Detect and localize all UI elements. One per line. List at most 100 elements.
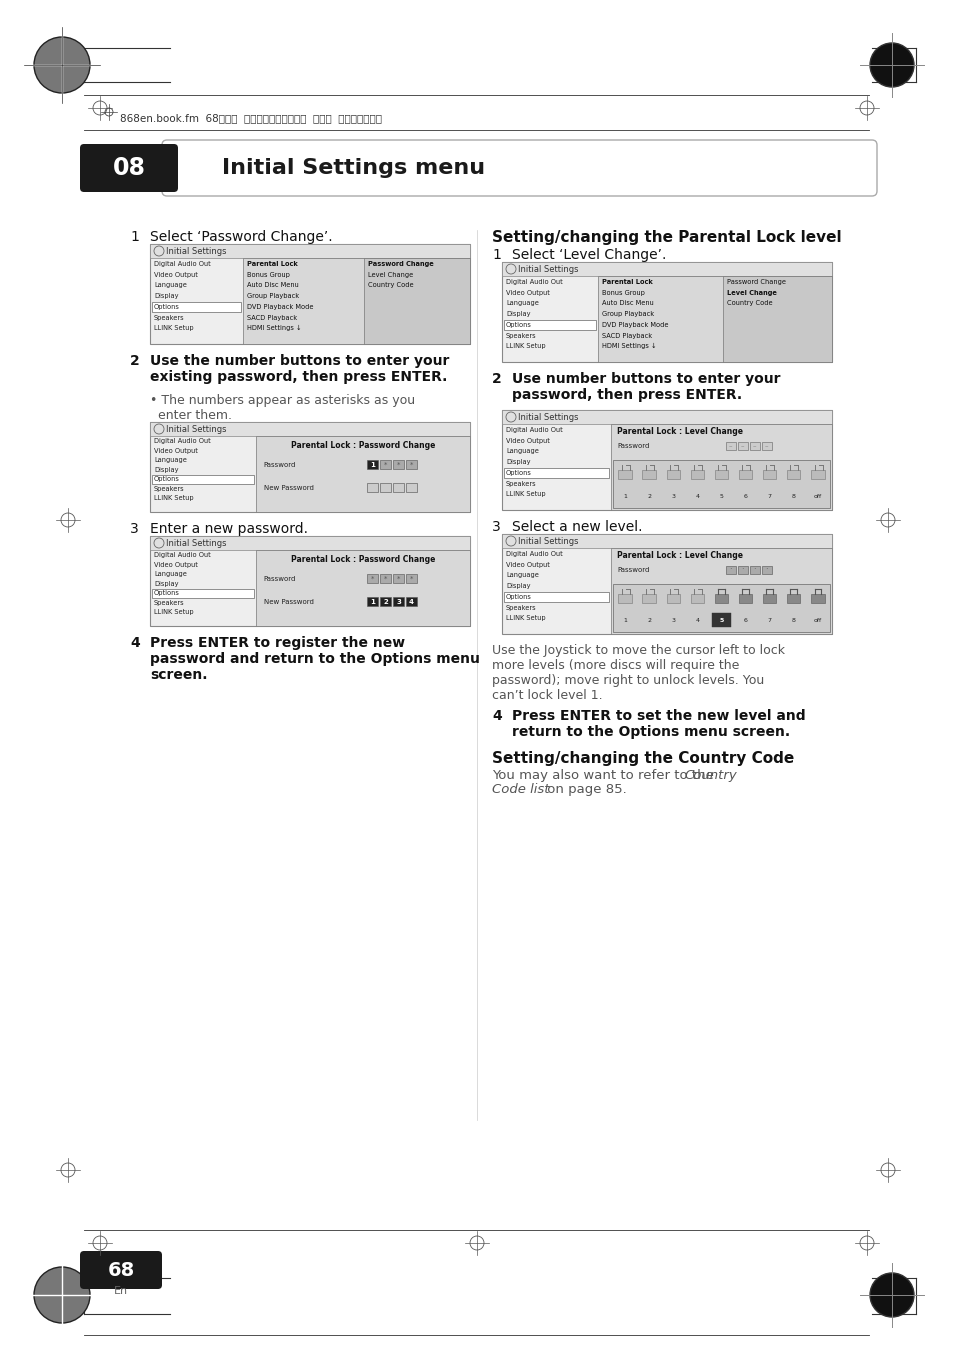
Text: Options: Options xyxy=(153,590,180,596)
Text: *: * xyxy=(410,462,413,467)
Text: Initial Settings: Initial Settings xyxy=(166,246,226,255)
Bar xyxy=(739,470,751,478)
Text: 2: 2 xyxy=(492,372,501,386)
Text: Display: Display xyxy=(153,581,178,586)
Bar xyxy=(152,589,253,597)
Bar xyxy=(364,258,470,345)
Text: Press ENTER to set the new level and
return to the Options menu screen.: Press ENTER to set the new level and ret… xyxy=(512,709,804,739)
Text: 3: 3 xyxy=(492,520,500,534)
Bar xyxy=(714,470,727,478)
Text: Language: Language xyxy=(505,449,538,454)
Text: Level Change: Level Change xyxy=(726,289,776,296)
Text: Language: Language xyxy=(153,571,187,577)
Text: Select ‘Password Change’.: Select ‘Password Change’. xyxy=(150,230,333,245)
Text: Display: Display xyxy=(505,311,530,317)
Text: LLINK Setup: LLINK Setup xyxy=(153,609,193,615)
Text: Display: Display xyxy=(505,584,530,589)
Text: *: * xyxy=(371,576,374,582)
Bar xyxy=(379,461,391,469)
Text: Password: Password xyxy=(617,567,649,573)
Bar xyxy=(393,574,404,584)
Text: off: off xyxy=(813,493,821,499)
Text: LLINK Setup: LLINK Setup xyxy=(505,616,545,621)
Text: 5: 5 xyxy=(719,493,722,499)
Text: 8: 8 xyxy=(791,617,795,623)
FancyBboxPatch shape xyxy=(80,1251,162,1289)
Bar xyxy=(598,276,831,362)
Text: 2: 2 xyxy=(646,493,650,499)
Bar xyxy=(618,470,631,478)
Text: Setting/changing the Country Code: Setting/changing the Country Code xyxy=(492,751,794,766)
Text: Speakers: Speakers xyxy=(505,605,536,611)
Text: Digital Audio Out: Digital Audio Out xyxy=(505,427,562,432)
Text: 2: 2 xyxy=(646,617,650,623)
Text: *: * xyxy=(383,462,387,467)
Text: Initial Settings menu: Initial Settings menu xyxy=(222,158,485,178)
Text: –: – xyxy=(752,443,756,449)
Text: SACD Playback: SACD Playback xyxy=(601,332,651,339)
Text: Options: Options xyxy=(153,304,180,309)
Text: Speakers: Speakers xyxy=(505,481,536,486)
Text: Parental Lock : Level Change: Parental Lock : Level Change xyxy=(617,427,742,436)
Text: Video Output: Video Output xyxy=(153,562,197,567)
Text: 68: 68 xyxy=(108,1260,134,1279)
Bar xyxy=(749,442,760,450)
Text: Enter a new password.: Enter a new password. xyxy=(150,521,308,536)
Text: Digital Audio Out: Digital Audio Out xyxy=(153,438,211,444)
Text: 7: 7 xyxy=(767,617,771,623)
Bar xyxy=(612,584,829,632)
Bar xyxy=(379,597,391,607)
Bar xyxy=(255,550,470,626)
Text: Select ‘Level Change’.: Select ‘Level Change’. xyxy=(512,249,666,262)
Text: Bonus Group: Bonus Group xyxy=(601,289,644,296)
Text: Display: Display xyxy=(505,459,530,465)
Bar xyxy=(725,442,735,450)
Bar xyxy=(501,409,831,509)
Bar xyxy=(762,470,776,478)
FancyBboxPatch shape xyxy=(162,141,876,196)
Text: Group Playback: Group Playback xyxy=(601,311,653,317)
Bar xyxy=(810,594,823,603)
Text: Parental Lock : Password Change: Parental Lock : Password Change xyxy=(291,555,435,563)
Text: Password Change: Password Change xyxy=(368,261,434,267)
Text: Display: Display xyxy=(153,466,178,473)
Text: *: * xyxy=(396,462,400,467)
Text: Video Output: Video Output xyxy=(505,438,549,443)
Bar xyxy=(150,536,470,550)
Bar xyxy=(501,409,831,424)
Text: Use the number buttons to enter your
existing password, then press ENTER.: Use the number buttons to enter your exi… xyxy=(150,354,449,384)
Text: Press ENTER to register the new
password and return to the Options menu
screen.: Press ENTER to register the new password… xyxy=(150,636,479,682)
Text: 868en.book.fm  68ページ  ２００３年８月１９日  火曜日  午前９時３０分: 868en.book.fm 68ページ ２００３年８月１９日 火曜日 午前９時３… xyxy=(120,113,381,123)
Text: Country Code: Country Code xyxy=(726,300,772,307)
Text: 3: 3 xyxy=(671,617,675,623)
Text: 5: 5 xyxy=(719,617,723,623)
Bar xyxy=(393,461,404,469)
Text: –: – xyxy=(740,443,744,449)
Text: En: En xyxy=(113,1286,128,1296)
Bar xyxy=(690,470,703,478)
Bar xyxy=(152,303,240,312)
Bar xyxy=(690,594,703,603)
Text: *: * xyxy=(410,576,413,582)
Bar xyxy=(367,597,377,607)
Text: Video Output: Video Output xyxy=(153,447,197,454)
Text: 6: 6 xyxy=(742,493,747,499)
Bar xyxy=(762,594,776,603)
Bar xyxy=(737,566,747,574)
Bar xyxy=(393,597,404,607)
Text: Country: Country xyxy=(683,769,736,782)
Bar xyxy=(618,594,631,603)
Bar xyxy=(150,245,470,258)
Text: Video Output: Video Output xyxy=(505,562,549,567)
Text: SACD Playback: SACD Playback xyxy=(247,315,296,320)
Text: LLINK Setup: LLINK Setup xyxy=(153,326,193,331)
Text: Password: Password xyxy=(263,462,295,467)
Bar xyxy=(725,566,735,574)
Bar xyxy=(810,470,823,478)
Bar xyxy=(150,245,470,345)
Text: Initial Settings: Initial Settings xyxy=(517,412,578,422)
Text: LLINK Setup: LLINK Setup xyxy=(153,496,193,501)
Text: Speakers: Speakers xyxy=(153,486,185,492)
Text: Digital Audio Out: Digital Audio Out xyxy=(153,553,211,558)
Text: • The numbers appear as asterisks as you
  enter them.: • The numbers appear as asterisks as you… xyxy=(150,394,415,422)
